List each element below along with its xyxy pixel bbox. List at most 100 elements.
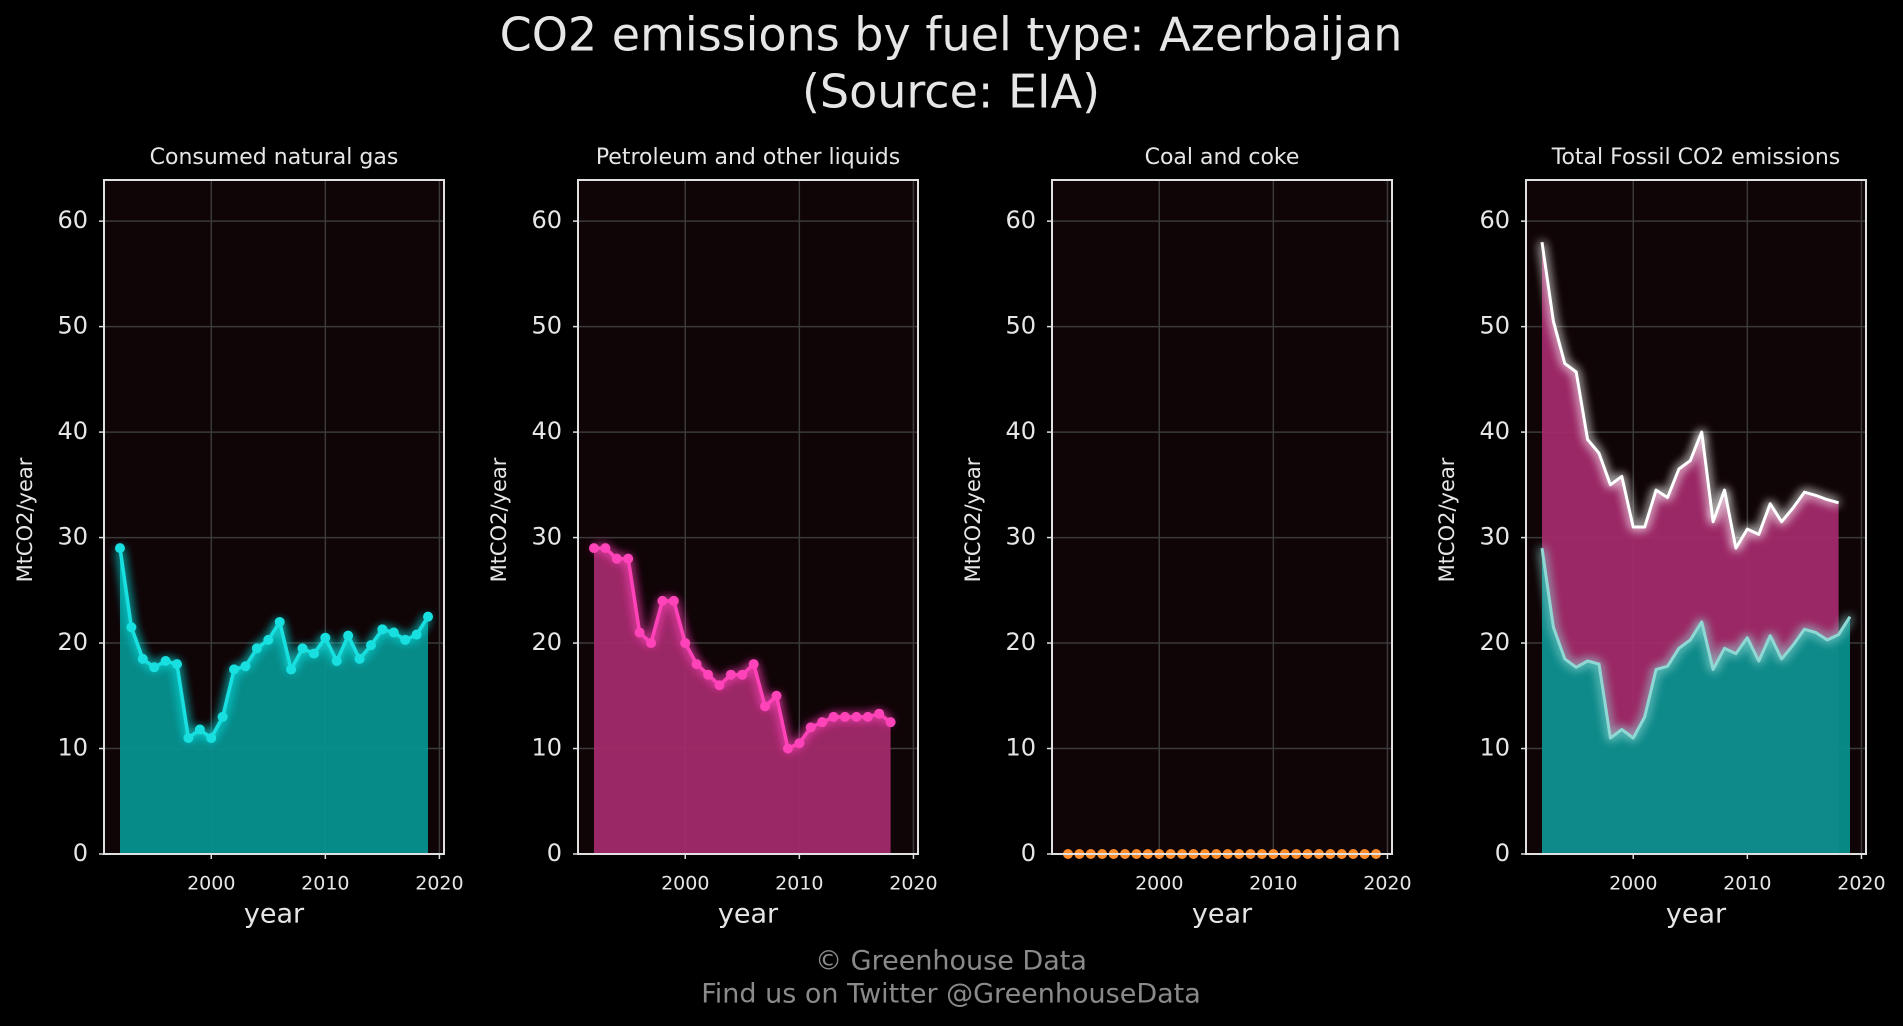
- y-tick-label: 50: [57, 312, 88, 340]
- x-tick-label: 2000: [1135, 873, 1183, 895]
- marker: [160, 655, 171, 666]
- plot-frame: [577, 179, 919, 855]
- y-tick-label: 10: [1005, 734, 1036, 762]
- marker: [206, 732, 217, 743]
- x-tick-label: 2010: [1723, 873, 1771, 895]
- y-axis-label: MtCO2/year: [13, 457, 37, 582]
- marker: [126, 622, 137, 633]
- y-tick-label: 30: [1005, 523, 1036, 551]
- marker: [668, 595, 679, 606]
- plot-frame: [1051, 179, 1393, 855]
- marker: [703, 669, 714, 680]
- marker: [782, 743, 793, 754]
- y-tick-label: 40: [1005, 417, 1036, 445]
- marker: [874, 708, 885, 719]
- x-tick-label: 2010: [301, 873, 349, 895]
- marker: [172, 659, 183, 670]
- marker: [114, 543, 125, 554]
- x-axis-label: year: [244, 899, 305, 930]
- subplot-title: Petroleum and other liquids: [596, 145, 900, 170]
- marker: [760, 701, 771, 712]
- y-tick-label: 10: [1479, 734, 1510, 762]
- y-tick-label: 60: [1005, 206, 1036, 234]
- marker: [817, 717, 828, 728]
- marker: [149, 662, 160, 673]
- y-tick-label: 20: [1479, 628, 1510, 656]
- plot-area: [1052, 180, 1392, 854]
- marker: [183, 732, 194, 743]
- line: [1540, 547, 1852, 740]
- plot-frame: [1525, 179, 1867, 855]
- marker: [411, 629, 422, 640]
- marker: [794, 738, 805, 749]
- y-tick-label: 20: [57, 628, 88, 656]
- area: [120, 548, 428, 854]
- marker: [885, 717, 896, 728]
- marker: [691, 659, 702, 670]
- marker: [365, 640, 376, 651]
- marker: [657, 595, 668, 606]
- y-tick-label: 0: [73, 839, 88, 867]
- y-tick-label: 10: [57, 734, 88, 762]
- x-tick-label: 2020: [1837, 873, 1885, 895]
- x-axis-label: year: [1666, 899, 1727, 930]
- marker: [725, 669, 736, 680]
- subplot-title: Consumed natural gas: [150, 145, 399, 170]
- marker: [400, 634, 411, 645]
- x-axis-label: year: [1192, 899, 1253, 930]
- marker: [286, 664, 297, 675]
- marker: [274, 616, 285, 627]
- marker: [388, 627, 399, 638]
- credit: Find us on Twitter @GreenhouseData: [701, 979, 1201, 1010]
- y-tick-label: 50: [1479, 312, 1510, 340]
- area: [594, 548, 891, 854]
- y-tick-label: 20: [531, 628, 562, 656]
- marker: [320, 632, 331, 643]
- y-tick-label: 40: [57, 417, 88, 445]
- marker: [194, 724, 205, 735]
- y-tick-label: 60: [57, 206, 88, 234]
- x-tick-label: 2010: [775, 873, 823, 895]
- subplot-title: Coal and coke: [1145, 145, 1300, 170]
- x-axis-label: year: [718, 899, 779, 930]
- y-axis-label: MtCO2/year: [487, 457, 511, 582]
- marker: [137, 653, 148, 664]
- marker: [240, 661, 251, 672]
- marker: [423, 611, 434, 622]
- marker: [354, 653, 365, 664]
- marker: [611, 553, 622, 564]
- marker: [646, 638, 657, 649]
- x-tick-label: 2010: [1249, 873, 1297, 895]
- marker: [588, 543, 599, 554]
- y-tick-label: 30: [531, 523, 562, 551]
- marker: [862, 711, 873, 722]
- marker: [828, 711, 839, 722]
- marker: [331, 655, 342, 666]
- line: [1540, 241, 1840, 550]
- marker: [680, 638, 691, 649]
- y-tick-label: 60: [1479, 206, 1510, 234]
- y-tick-label: 50: [1005, 312, 1036, 340]
- y-tick-label: 30: [1479, 523, 1510, 551]
- marker: [297, 643, 308, 654]
- marker: [263, 634, 274, 645]
- marker: [839, 711, 850, 722]
- marker: [771, 690, 782, 701]
- x-tick-label: 2000: [661, 873, 709, 895]
- plot-frame: [103, 179, 445, 855]
- y-tick-label: 40: [1479, 417, 1510, 445]
- marker: [737, 669, 748, 680]
- y-tick-label: 0: [1021, 839, 1036, 867]
- y-tick-label: 30: [57, 523, 88, 551]
- marker: [217, 711, 228, 722]
- marker: [308, 648, 319, 659]
- marker: [805, 722, 816, 733]
- x-tick-label: 2020: [415, 873, 463, 895]
- marker: [343, 630, 354, 641]
- y-tick-label: 0: [547, 839, 562, 867]
- x-tick-label: 2000: [187, 873, 235, 895]
- area: [1542, 548, 1850, 854]
- marker: [634, 627, 645, 638]
